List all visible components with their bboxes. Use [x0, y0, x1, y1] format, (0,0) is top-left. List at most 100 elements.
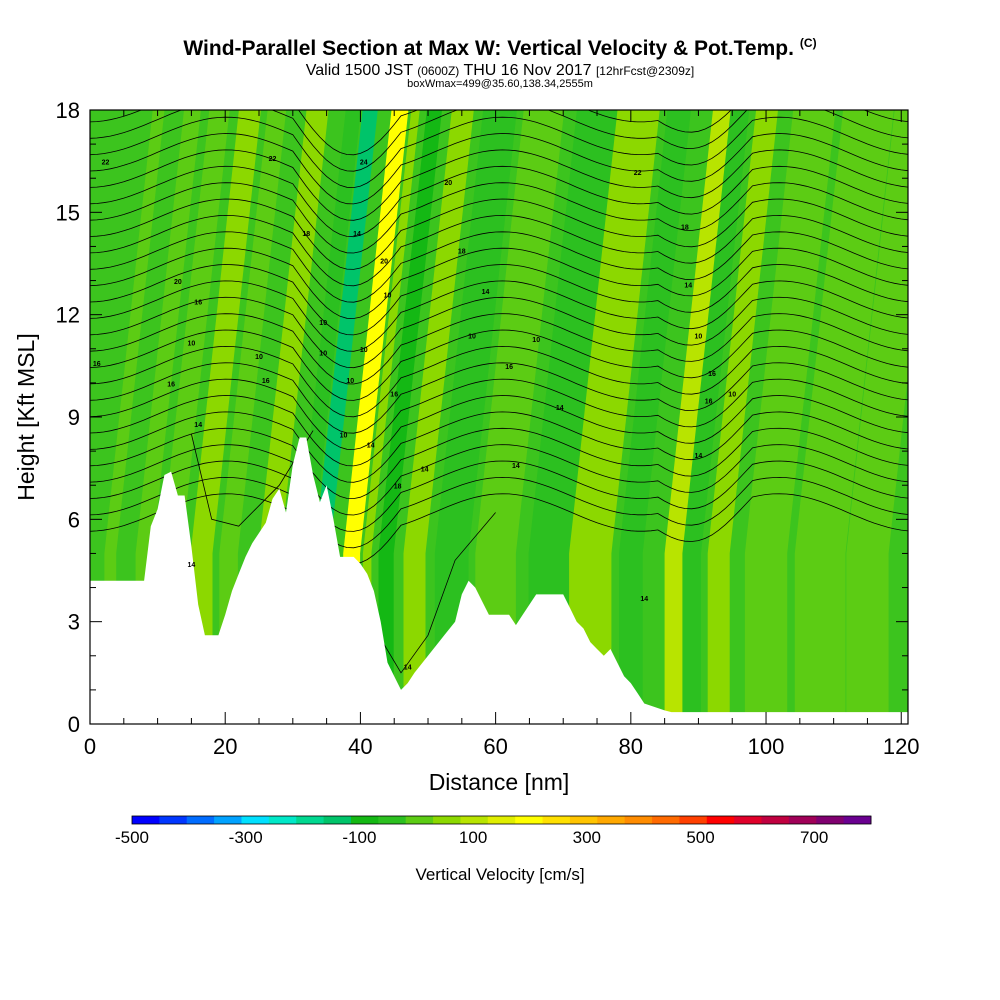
theta-contour-9: [90, 345, 908, 418]
velocity-band-11-level-1: [403, 110, 474, 724]
y-tick-label-18: 18: [56, 98, 80, 123]
colorbar-frame: [131, 815, 872, 825]
theta-contour-20: [90, 165, 908, 238]
colorbar-swatch-9: [378, 816, 407, 824]
theta-contour-10: [90, 329, 908, 401]
theta-label-24: 16: [262, 378, 270, 385]
theta-label-8: 14: [353, 231, 361, 238]
theta-label-37: 14: [421, 467, 429, 474]
y-tick-label-15: 15: [56, 200, 80, 225]
plot-area: 22 22 22 20 24 20 16 18 14 20 18 18 10 14 14 16 10 10 10 10…: [90, 110, 908, 724]
y-tick-label-0: 0: [68, 712, 80, 737]
theta-label-25: 10: [360, 347, 368, 354]
axis-ticks: [89, 109, 908, 725]
theta-label-38: 14: [512, 463, 520, 470]
velocity-band-3-level-1: [190, 110, 261, 724]
theta-label-16: 10: [188, 340, 196, 347]
terrain-mask: [90, 437, 908, 724]
theta-contour-15: [90, 247, 908, 319]
theta-label-23: 16: [167, 381, 175, 388]
theta-contour-17: [90, 214, 908, 287]
colorbar-swatch-19: [652, 816, 680, 824]
colorbar-tick--300: -300: [229, 828, 263, 847]
chart-title: Wind-Parallel Section at Max W: Vertical…: [0, 36, 1000, 61]
y-tick-label-6: 6: [68, 507, 80, 532]
theta-label-1: 22: [269, 156, 277, 163]
theta-label-34: 10: [340, 433, 348, 440]
velocity-band-20-level-1: [744, 110, 836, 724]
theta-label-11: 18: [681, 224, 689, 231]
theta-contour-12: [90, 296, 908, 369]
x-tick-label-40: 40: [348, 734, 372, 759]
colorbar-tick--500: -500: [115, 828, 149, 847]
theta-label-12: 10: [384, 293, 392, 300]
theta-label-39: 18: [394, 484, 402, 491]
x-tick-label-120: 120: [883, 734, 920, 759]
theta-label-5: 20: [174, 279, 182, 286]
velocity-band-14-level-1: [528, 110, 620, 724]
theta-label-0: 22: [102, 160, 110, 167]
theta-contour-4: [90, 427, 908, 500]
velocity-band-16-level-1: [619, 110, 691, 724]
theta-contour-16: [90, 231, 908, 303]
theta-label-22: 10: [695, 334, 703, 341]
theta-contour-7: [90, 378, 908, 450]
theta-contour-18: [90, 198, 908, 270]
chart-valid-time: Valid 1500 JST (0600Z) THU 16 Nov 2017 […: [0, 62, 1000, 80]
copyright-mark: (C): [799, 36, 817, 50]
theta-label-35: 14: [367, 443, 375, 450]
theta-label-36: 14: [695, 453, 703, 460]
theta-contour-6: [90, 395, 908, 467]
theta-label-20: 10: [468, 334, 476, 341]
theta-label-17: 10: [255, 354, 263, 361]
velocity-band-22-level-1: [846, 110, 908, 724]
theta-label-18: 10: [319, 320, 327, 327]
colorbar-swatch-14: [515, 816, 543, 824]
theta-label-19: 10: [319, 351, 327, 358]
theta-contour-8: [90, 362, 908, 434]
forecast-text: [12hrFcst@2309z]: [595, 64, 695, 78]
theta-contour-13: [90, 280, 908, 352]
colorbar-tick-100: 100: [459, 828, 487, 847]
theta-label-7: 18: [302, 231, 310, 238]
colorbar-swatch-17: [597, 816, 626, 824]
theta-contour-23: [90, 116, 908, 189]
colorbar-swatch-18: [624, 816, 653, 824]
colorbar-swatch-7: [323, 816, 352, 824]
theta-contour-19: [90, 182, 908, 254]
colorbar-swatch-25: [816, 816, 845, 824]
theta-contour-low-1: [191, 430, 314, 527]
theta-label-3: 20: [444, 180, 452, 187]
velocity-band-13-level-1: [475, 110, 565, 724]
valid-time-text: Valid 1500 JST: [305, 62, 418, 79]
theta-contour-0: [90, 493, 908, 565]
theta-label-15: 16: [93, 361, 101, 368]
theta-label-40: 14: [188, 562, 196, 569]
x-tick-label-20: 20: [213, 734, 237, 759]
theta-contour-3: [90, 444, 908, 516]
velocity-band-21-level-1: [794, 110, 894, 724]
y-tick-label-12: 12: [56, 303, 80, 328]
colorbar-swatch-24: [788, 816, 817, 824]
colorbar-tick-700: 700: [800, 828, 828, 847]
theta-label-26: 10: [346, 378, 354, 385]
colorbar-swatch-4: [241, 816, 270, 824]
colorbar-tick-labels: -500 -300 -100 100 300 500 700: [115, 828, 828, 847]
theta-label-2: 22: [634, 170, 642, 177]
theta-label-9: 20: [380, 259, 388, 266]
theta-contour-14: [90, 264, 908, 336]
x-axis-title: Distance [nm]: [429, 769, 570, 795]
theta-label-28: 16: [708, 371, 716, 378]
y-tick-labels: 0 3 6 9 12 15 18: [56, 98, 80, 737]
colorbar-swatch-10: [405, 816, 434, 824]
theta-label-21: 10: [532, 337, 540, 344]
velocity-band-4-level-1: [219, 110, 287, 724]
colorbar-swatch-12: [460, 816, 489, 824]
theta-label-41: 14: [640, 596, 648, 603]
chart-title-text: Wind-Parallel Section at Max W: Vertical…: [183, 37, 794, 60]
valid-date-text: THU 16 Nov 2017: [459, 62, 596, 79]
theta-contour-11: [90, 313, 908, 385]
theta-contour-21: [90, 149, 908, 221]
velocity-band-19-level-1: [707, 110, 778, 724]
